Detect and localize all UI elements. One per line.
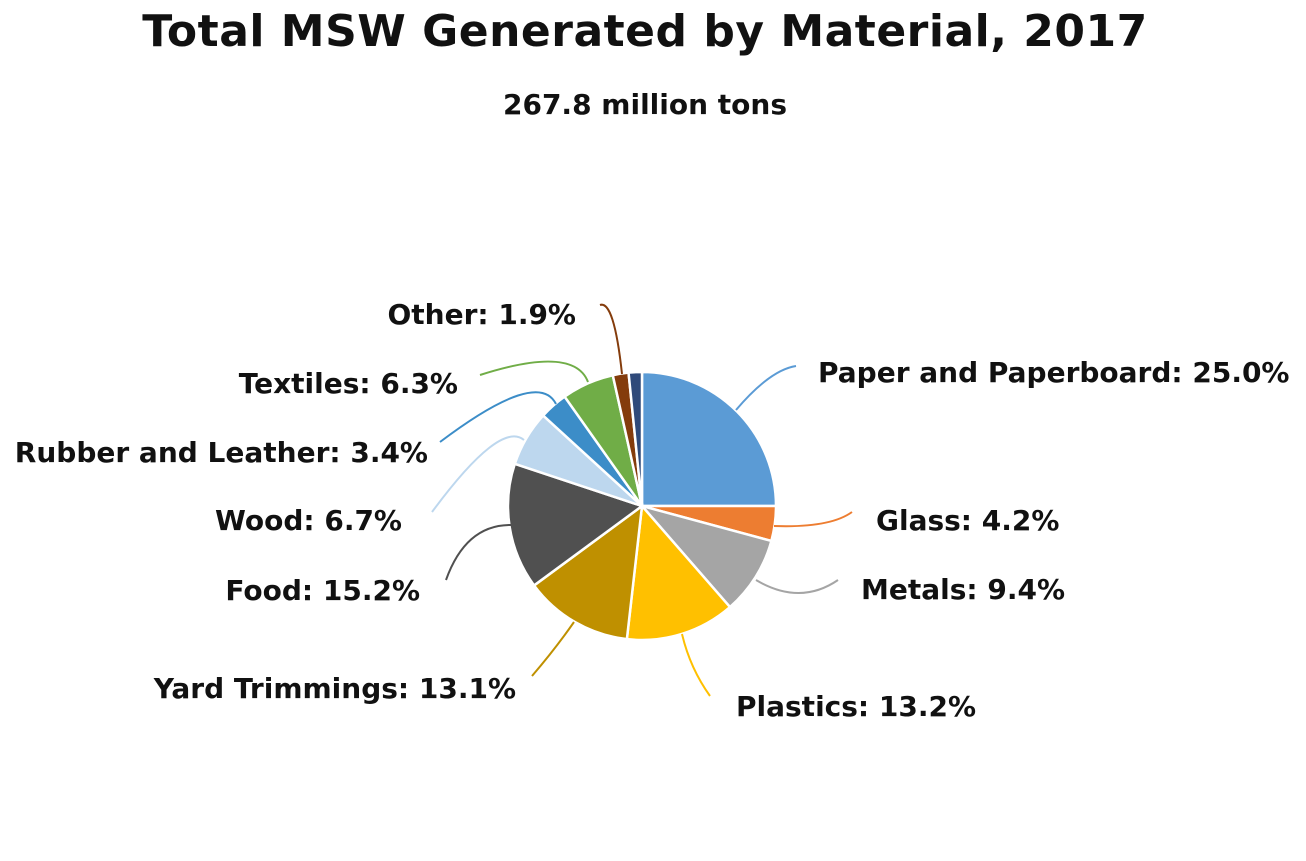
chart-title: Total MSW Generated by Material, 2017 [142, 6, 1148, 57]
slice-label-1: Glass: 4.2% [876, 504, 1059, 537]
leader-line-2 [755, 579, 839, 594]
slice-label-2: Metals: 9.4% [861, 573, 1065, 606]
pie-slice-4 [532, 503, 644, 641]
slice-label-7: Rubber and Leather: 3.4% [15, 436, 428, 469]
leader-line-3 [681, 633, 711, 697]
slice-label-0: Paper and Paperboard: 25.0% [818, 356, 1290, 389]
leader-line-0 [735, 365, 797, 411]
leader-line-7 [439, 391, 557, 443]
slice-label-3: Plastics: 13.2% [736, 690, 976, 723]
pie-slice-2 [638, 503, 773, 609]
slice-label-4: Yard Trimmings: 13.1% [153, 672, 516, 705]
leader-lines [431, 303, 853, 697]
pie-slice-0 [640, 370, 778, 508]
pie-slice-10 [627, 370, 644, 507]
leader-line-9 [599, 303, 623, 375]
pie-slice-5 [506, 462, 645, 588]
leader-line-4 [531, 621, 575, 677]
slice-label-9: Other: 1.9% [387, 298, 576, 331]
leader-line-5 [445, 523, 513, 581]
leader-line-1 [773, 511, 853, 528]
pie-slice-3 [625, 503, 732, 642]
slice-labels: Paper and Paperboard: 25.0% Glass: 4.2% Me… [15, 298, 1290, 723]
chart-subtitle: 267.8 million tons [502, 88, 788, 121]
leader-line-8 [479, 360, 589, 383]
pie-slices [506, 370, 778, 642]
slice-label-6: Wood: 6.7% [215, 504, 402, 537]
slice-label-5: Food: 15.2% [225, 574, 420, 607]
slice-label-8: Textiles: 6.3% [239, 367, 458, 400]
leader-line-6 [431, 435, 525, 513]
